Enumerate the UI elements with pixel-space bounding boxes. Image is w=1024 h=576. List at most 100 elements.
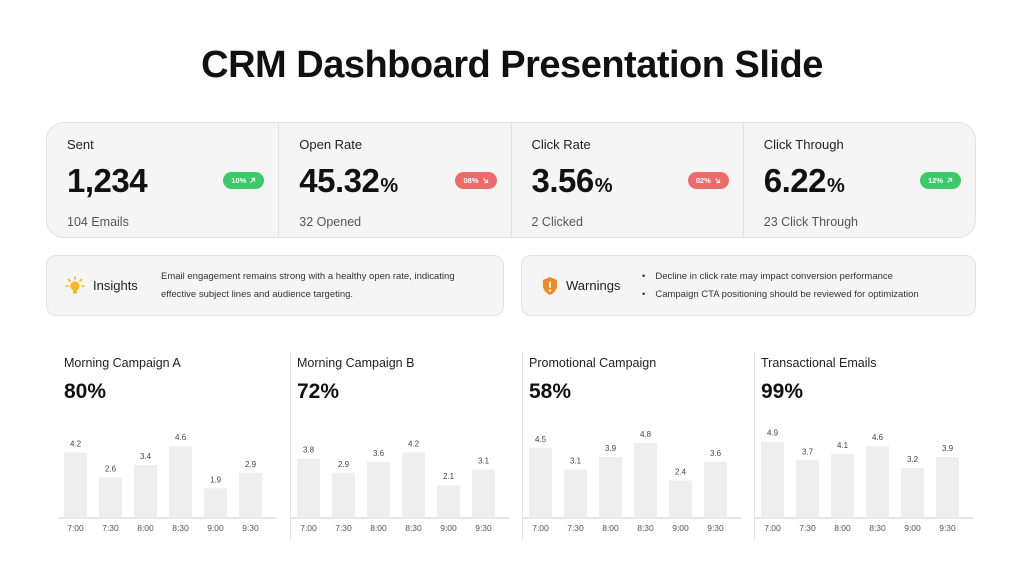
x-tick-label: 8:30 <box>172 523 189 533</box>
bar-value-label: 3.2 <box>907 455 919 464</box>
warning-item: Decline in click rate may impact convers… <box>642 268 919 286</box>
warnings-list: Decline in click rate may impact convers… <box>642 268 919 304</box>
trend-badge-label: 12% <box>927 176 943 185</box>
kpi-unit: % <box>594 175 613 197</box>
bar-value-label: 4.6 <box>175 433 187 442</box>
x-tick-label: 9:30 <box>707 523 724 533</box>
bar <box>332 472 355 518</box>
arrow-up-right-icon <box>947 177 953 183</box>
x-tick-label: 7:00 <box>67 523 84 533</box>
warnings-heading: Warnings <box>566 278 621 293</box>
arrow-down-right-icon <box>714 178 720 184</box>
bar-value-label: 2.6 <box>105 464 117 473</box>
kpi-value: 3.56% <box>532 162 723 205</box>
bar <box>564 469 587 518</box>
x-tick-label: 9:00 <box>440 523 457 533</box>
bar-value-label: 3.9 <box>605 444 617 453</box>
x-tick-label: 7:30 <box>567 523 584 533</box>
kpi-value: 1,234 <box>67 162 258 205</box>
arrow-down-right-icon <box>482 178 488 184</box>
campaign-title: Morning Campaign A <box>64 356 181 370</box>
bar-value-label: 3.9 <box>942 444 954 453</box>
bar-value-label: 3.8 <box>303 446 315 455</box>
bar <box>529 447 552 518</box>
kpi-unit: % <box>826 175 845 197</box>
shield-warning-icon <box>543 277 557 295</box>
bar <box>239 472 262 518</box>
bar-value-label: 3.6 <box>373 449 385 458</box>
bar <box>669 480 692 518</box>
kpi-subtext: 32 Opened <box>299 215 362 229</box>
campaign-morning-b: Morning Campaign B 72% 3.8 7:00 2.9 7:30 3.6… <box>290 352 522 540</box>
kpi-sent[interactable]: Sent 1,234 104 Emails 10% <box>47 123 278 237</box>
bar-value-label: 4.1 <box>837 441 849 450</box>
bar-value-label: 2.1 <box>443 472 455 481</box>
kpi-click-through[interactable]: Click Through 6.22% 23 Click Through 12% <box>742 123 975 237</box>
bar <box>599 457 622 518</box>
kpi-number: 1,234 <box>67 162 148 199</box>
bar <box>472 469 495 518</box>
insights-text: Email engagement remains strong with a h… <box>161 271 455 300</box>
bar-value-label: 3.1 <box>478 457 490 466</box>
campaign-percentage: 58% <box>529 380 572 403</box>
x-tick-label: 8:00 <box>370 523 387 533</box>
campaign-title: Promotional Campaign <box>529 356 657 370</box>
kpi-value: 6.22% <box>764 162 955 205</box>
x-tick-label: 7:30 <box>102 523 119 533</box>
bar <box>134 464 157 518</box>
kpi-label: Click Rate <box>531 137 591 152</box>
kpi-number: 3.56 <box>531 162 595 199</box>
x-tick-label: 8:30 <box>637 523 654 533</box>
bar <box>204 488 227 518</box>
x-tick-label: 8:30 <box>405 523 422 533</box>
kpi-number: 45.32 <box>299 162 380 199</box>
bar <box>99 477 122 518</box>
bar <box>901 468 924 518</box>
campaign-percentage: 72% <box>297 380 340 403</box>
insights-heading: Insights <box>93 278 138 293</box>
bar <box>866 446 889 518</box>
kpi-value: 45.32% <box>299 162 490 205</box>
x-tick-label: 9:30 <box>242 523 259 533</box>
bar <box>936 457 959 518</box>
bar-value-label: 4.9 <box>767 429 779 438</box>
bar-value-label: 3.1 <box>570 457 582 466</box>
campaign-transactional: Transactional Emails 99% 4.9 7:00 3.7 7:30 4… <box>754 352 986 540</box>
bar-value-label: 4.2 <box>408 439 420 448</box>
x-tick-label: 8:00 <box>137 523 154 533</box>
bar-value-label: 4.2 <box>70 439 82 448</box>
campaign-morning-a: Morning Campaign A 80% 4.2 7:00 2.6 7:30 3.4… <box>58 352 290 540</box>
kpi-open-rate[interactable]: Open Rate 45.32% 32 Opened 08% <box>278 123 510 237</box>
trend-badge-label: 10% <box>231 176 247 185</box>
trend-badge-label: 08% <box>463 176 479 185</box>
page-title: CRM Dashboard Presentation Slide <box>201 44 823 86</box>
x-tick-label: 8:00 <box>834 523 851 533</box>
kpi-label: Click Through <box>763 137 844 152</box>
bar-chart: 3.8 7:00 2.9 7:30 3.6 8:00 4.2 8:30 2.1 9:00 3.1 9:… <box>291 439 509 533</box>
bar <box>704 461 727 518</box>
bar <box>796 460 819 518</box>
bar-value-label: 4.6 <box>872 433 884 442</box>
trend-badge: 10% <box>223 172 265 189</box>
kpi-click-rate[interactable]: Click Rate 3.56% 2 Clicked 02% <box>510 123 743 237</box>
x-tick-label: 8:30 <box>869 523 886 533</box>
warnings-box: Warnings Decline in click rate may impac… <box>521 255 976 316</box>
bar-chart: 4.9 7:00 3.7 7:30 4.1 8:00 4.6 8:30 3.2 9:00 3.9 9:… <box>755 429 973 533</box>
campaign-promotional: Promotional Campaign 58% 4.5 7:00 3.1 7:30 3… <box>522 352 754 540</box>
bar <box>634 443 657 518</box>
kpi-subtext: 23 Click Through <box>763 215 859 229</box>
x-tick-label: 8:00 <box>602 523 619 533</box>
bar-chart: 4.5 7:00 3.1 7:30 3.9 8:00 4.8 8:30 2.4 9:00 3.6 9:… <box>523 430 741 533</box>
insights-box: Insights Email engagement remains strong… <box>46 255 504 316</box>
trend-badge: 02% <box>687 172 729 189</box>
bar <box>437 485 460 518</box>
bar <box>831 454 854 518</box>
trend-badge-label: 02% <box>695 176 711 185</box>
bar-value-label: 3.4 <box>140 452 152 461</box>
trend-badge: 12% <box>919 172 961 189</box>
x-tick-label: 9:30 <box>939 523 956 533</box>
bar-value-label: 4.5 <box>535 435 547 444</box>
kpi-label: Open Rate <box>299 137 363 152</box>
kpi-label: Sent <box>67 137 94 152</box>
campaign-title: Transactional Emails <box>761 356 877 370</box>
